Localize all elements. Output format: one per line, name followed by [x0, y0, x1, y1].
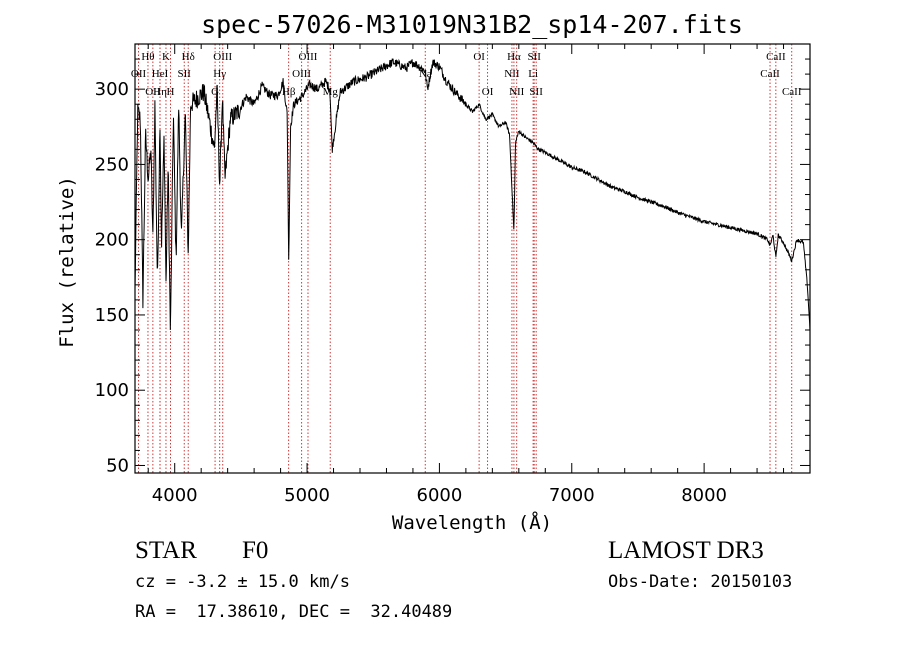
spectral-line-label: Hη: [153, 86, 167, 98]
x-axis-label: Wavelength (Å): [392, 511, 552, 534]
spectral-line-label: K: [162, 51, 170, 63]
spectral-line-markers: [138, 44, 793, 473]
spectral-line-label: Hδ: [182, 51, 195, 63]
chart-title: spec-57026-M31019N31B2_sp14-207.fits: [201, 10, 743, 39]
axes: 4000 5000 6000 7000 8000 50 100 150 200 250 300: [95, 44, 810, 506]
spectral-line-label: HeI: [152, 68, 169, 80]
x-tick-label: 8000: [681, 485, 727, 506]
x-tick-label: 5000: [284, 485, 330, 506]
spectrum-line: [134, 58, 811, 331]
x-tick-label: 6000: [417, 485, 463, 506]
spectral-line-label: SII: [527, 51, 541, 63]
plot-frame: [134, 43, 811, 474]
y-axis-label: Flux (relative): [56, 176, 78, 348]
spectral-line-label: G: [211, 86, 219, 98]
spectral-line-label: CaII: [782, 86, 802, 98]
spectral-line-label: NII: [509, 86, 525, 98]
y-tick-label: 100: [95, 380, 129, 401]
y-tick-label: 250: [95, 154, 129, 175]
object-class: STAR: [135, 537, 197, 564]
x-tick-label: 7000: [549, 485, 595, 506]
coordinates-readout: RA = 17.38610, DEC = 32.40489: [135, 602, 453, 622]
spectral-line-label: OIII: [213, 51, 232, 63]
spectral-line-label: SII: [178, 68, 192, 80]
object-subclass: F0: [242, 537, 269, 564]
spectral-line-label: SII: [529, 86, 543, 98]
spectral-line-label: OII: [145, 86, 161, 98]
spectral-line-label: OIII: [299, 51, 318, 63]
observation-date: Obs-Date: 20150103: [608, 572, 793, 592]
spectral-line-label: Mg: [323, 86, 339, 98]
spectral-line-label: NII: [504, 68, 520, 80]
spectral-line-label: CaII: [766, 51, 786, 63]
y-tick-label: 150: [95, 305, 129, 326]
survey-name: LAMOST DR3: [608, 537, 764, 564]
spectral-line-label: Hθ: [141, 51, 154, 63]
spectral-line-label: Hγ: [213, 68, 226, 80]
spectral-line-label: OI: [473, 51, 485, 63]
spectral-line-label: Li: [528, 68, 538, 80]
y-tick-label: 200: [95, 230, 129, 251]
spectral-line-label: OI: [482, 86, 494, 98]
spectral-line-label: CaII: [760, 68, 780, 80]
spectral-line-label: Hα: [507, 51, 521, 63]
spectral-line-label: Hβ: [282, 86, 296, 98]
x-tick-label: 4000: [152, 485, 198, 506]
spectral-line-label: OIII: [292, 68, 311, 80]
spectral-line-label: H: [166, 86, 174, 98]
y-tick-label: 300: [95, 79, 129, 100]
y-tick-label: 50: [106, 455, 129, 476]
redshift-readout: cz = -3.2 ± 15.0 km/s: [135, 572, 350, 592]
spectrum-series: [134, 58, 811, 331]
